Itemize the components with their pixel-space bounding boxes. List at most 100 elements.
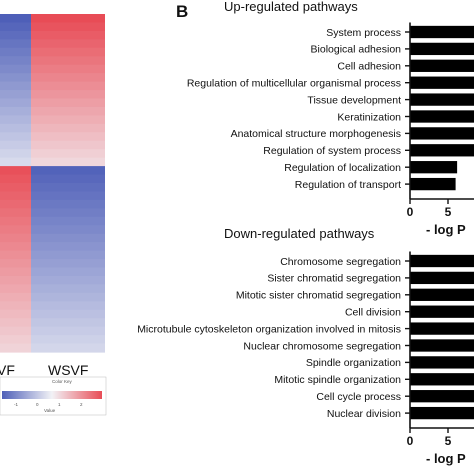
heatmap-cell [0, 47, 31, 57]
heatmap-cell [0, 132, 31, 142]
down-x-axis-label: - log P [426, 451, 466, 466]
heatmap-cell [0, 56, 31, 66]
up-category-label: Anatomical structure morphogenesis [231, 128, 401, 140]
up-regulated-chart: Up-regulated pathways System process Biol… [187, 0, 474, 237]
heatmap-cell [31, 22, 105, 32]
heatmap-cell [31, 326, 105, 336]
up-category-label: Regulation of localization [284, 162, 401, 174]
color-key-axis-label: Value [44, 408, 56, 413]
color-key-gradient [2, 391, 102, 399]
heatmap-column-label-wsvf: WSVF [48, 362, 88, 378]
heatmap-cell [31, 14, 105, 24]
up-category-label: Regulation of system process [263, 145, 401, 157]
color-key-tick-label: 0 [36, 402, 39, 407]
heatmap-cell [31, 183, 105, 193]
heatmap-cell [31, 250, 105, 260]
heatmap-cell [0, 292, 31, 302]
heatmap-cell [0, 64, 31, 74]
down-category-label: Mitotic spindle organization [274, 374, 401, 386]
heatmap-cell [0, 39, 31, 49]
down-regulated-chart: Down-regulated pathways Chromosome segre… [137, 226, 474, 466]
up-category-label: System process [326, 27, 401, 39]
heatmap-cell [31, 309, 105, 319]
heatmap-cell [31, 191, 105, 201]
down-bar [410, 322, 474, 335]
heatmap-cell [31, 132, 105, 142]
heatmap-cell [31, 318, 105, 328]
up-x-tick-label: 0 [407, 205, 414, 219]
down-bar [410, 288, 474, 301]
up-bar [410, 127, 474, 140]
panel-letter-b: B [176, 2, 188, 21]
down-bar [410, 356, 474, 369]
heatmap-cell [0, 284, 31, 294]
up-bar [410, 144, 474, 157]
up-bar [410, 76, 474, 89]
down-bar [410, 339, 474, 352]
heatmap-cell [31, 64, 105, 74]
up-category-label: Biological adhesion [311, 44, 402, 56]
heatmap-cell [0, 14, 31, 24]
heatmap-cell [31, 81, 105, 91]
color-key-title: Color Key [52, 379, 73, 384]
up-chart-title: Up-regulated pathways [224, 0, 358, 14]
down-category-label: Cell division [345, 307, 401, 319]
heatmap-cell [0, 242, 31, 252]
heatmap-cell [31, 199, 105, 209]
heatmap-cell [31, 47, 105, 57]
heatmap-cell [31, 149, 105, 159]
heatmap-cell [31, 225, 105, 235]
heatmap-cell [31, 275, 105, 285]
down-bar [410, 406, 474, 420]
color-key: Color Key -1 0 1 2 Value [0, 376, 107, 416]
heatmap-cell [0, 183, 31, 193]
heatmap-cell [0, 309, 31, 319]
heatmap-cell [31, 301, 105, 311]
heatmap-cell [0, 301, 31, 311]
heatmap-cell [0, 233, 31, 243]
heatmap-cell [0, 115, 31, 125]
heatmap-cell [0, 149, 31, 159]
heatmap-cell [31, 284, 105, 294]
down-category-label: Nuclear division [327, 408, 401, 420]
heatmap-cell [0, 326, 31, 336]
color-key-tick-label: 2 [80, 402, 83, 407]
up-bar [410, 25, 474, 39]
up-category-label: Cell adhesion [337, 61, 401, 73]
heatmap-cell [31, 242, 105, 252]
down-category-label: Microtubule cytoskeleton organization in… [137, 323, 401, 335]
heatmap-cell [0, 98, 31, 108]
down-bar [410, 373, 474, 386]
heatmap-cell [31, 98, 105, 108]
heatmap-cell [31, 174, 105, 184]
up-category-label: Keratinization [337, 111, 401, 123]
down-x-tick-label: 0 [407, 434, 414, 448]
heatmap-cell [31, 259, 105, 269]
heatmap-cell [31, 123, 105, 133]
heatmap-cell [0, 73, 31, 83]
up-x-axis-label: - log P [426, 222, 466, 237]
heatmap-cell [0, 318, 31, 328]
up-bar [410, 59, 474, 72]
down-category-label: Mitotic sister chromatid segregation [236, 290, 401, 302]
down-category-label: Sister chromatid segregation [267, 273, 401, 285]
heatmap-cell [0, 140, 31, 150]
heatmap-cell [31, 208, 105, 218]
down-bar [410, 305, 474, 318]
heatmap-cell [31, 216, 105, 226]
up-category-label: Tissue development [307, 94, 401, 106]
heatmap-cell [31, 267, 105, 277]
heatmap-cell [0, 343, 31, 353]
heatmap-cells [0, 14, 105, 353]
heatmap-cell [31, 343, 105, 353]
up-bar [410, 161, 458, 174]
up-x-tick-label: 5 [445, 205, 452, 219]
heatmap-cell [0, 166, 31, 176]
heatmap-cell [0, 267, 31, 277]
heatmap-cell [0, 275, 31, 285]
heatmap-cell [0, 174, 31, 184]
heatmap-cell [31, 157, 105, 167]
heatmap-cell [31, 106, 105, 116]
